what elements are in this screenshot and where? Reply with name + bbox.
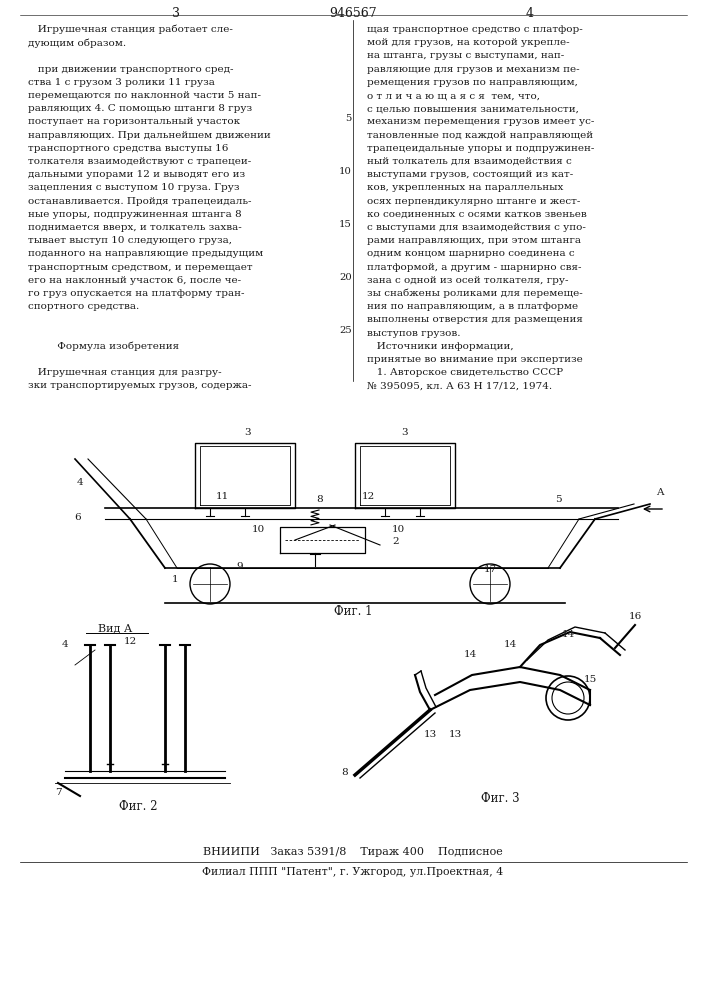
- Text: 10: 10: [339, 167, 352, 176]
- Text: ко соединенных с осями катков звеньев: ко соединенных с осями катков звеньев: [367, 210, 587, 219]
- Text: транспортным средством, и перемещает: транспортным средством, и перемещает: [28, 263, 252, 272]
- Text: осях перпендикулярно штанге и жест-: осях перпендикулярно штанге и жест-: [367, 197, 580, 206]
- Text: выполнены отверстия для размещения: выполнены отверстия для размещения: [367, 315, 583, 324]
- Text: 10: 10: [392, 525, 404, 534]
- Text: о т л и ч а ю щ а я с я  тем, что,: о т л и ч а ю щ а я с я тем, что,: [367, 91, 540, 100]
- Text: трапецеидальные упоры и подпружинен-: трапецеидальные упоры и подпружинен-: [367, 144, 595, 153]
- Text: дальными упорами 12 и выводят его из: дальными упорами 12 и выводят его из: [28, 170, 245, 179]
- Text: 1. Авторское свидетельство СССР: 1. Авторское свидетельство СССР: [367, 368, 563, 377]
- Text: A: A: [656, 488, 664, 497]
- Text: 14: 14: [503, 640, 517, 649]
- Text: с целью повышения занимательности,: с целью повышения занимательности,: [367, 104, 579, 113]
- Text: 7: 7: [54, 788, 62, 797]
- Text: Формула изобретения: Формула изобретения: [28, 342, 179, 351]
- Text: 13: 13: [448, 730, 462, 739]
- Text: направляющих. При дальнейшем движении: направляющих. При дальнейшем движении: [28, 131, 271, 140]
- Text: Игрушечная станция работает сле-: Игрушечная станция работает сле-: [28, 25, 233, 34]
- Text: зки транспортируемых грузов, содержа-: зки транспортируемых грузов, содержа-: [28, 381, 252, 390]
- Text: 9: 9: [237, 562, 243, 571]
- Text: 8: 8: [341, 768, 349, 777]
- Text: спортного средства.: спортного средства.: [28, 302, 139, 311]
- Text: равляющих 4. С помощью штанги 8 груз: равляющих 4. С помощью штанги 8 груз: [28, 104, 252, 113]
- Text: 17: 17: [484, 565, 496, 574]
- Text: 1: 1: [172, 575, 178, 584]
- Text: зы снабжены роликами для перемеще-: зы снабжены роликами для перемеще-: [367, 289, 583, 298]
- Text: 3: 3: [172, 7, 180, 20]
- Text: ства 1 с грузом 3 ролики 11 груза: ства 1 с грузом 3 ролики 11 груза: [28, 78, 215, 87]
- Text: поднимается вверх, и толкатель захва-: поднимается вверх, и толкатель захва-: [28, 223, 242, 232]
- Text: щая транспортное средство с платфор-: щая транспортное средство с платфор-: [367, 25, 583, 34]
- Text: при движении транспортного сред-: при движении транспортного сред-: [28, 65, 233, 74]
- Text: 16: 16: [629, 612, 642, 621]
- Text: Фиг. 1: Фиг. 1: [334, 605, 373, 618]
- Text: № 395095, кл. А 63 Н 17/12, 1974.: № 395095, кл. А 63 Н 17/12, 1974.: [367, 381, 552, 390]
- Text: 20: 20: [339, 273, 352, 282]
- Text: равляющие для грузов и механизм пе-: равляющие для грузов и механизм пе-: [367, 65, 580, 74]
- Text: тановленные под каждой направляющей: тановленные под каждой направляющей: [367, 131, 593, 140]
- Text: на штанга, грузы с выступами, нап-: на штанга, грузы с выступами, нап-: [367, 51, 564, 60]
- Text: Фиг. 2: Фиг. 2: [119, 800, 157, 813]
- Text: 11: 11: [216, 492, 228, 501]
- Text: одним концом шарнирно соединена с: одним концом шарнирно соединена с: [367, 249, 575, 258]
- Text: дующим образом.: дующим образом.: [28, 38, 126, 48]
- Text: ные упоры, подпружиненная штанга 8: ные упоры, подпружиненная штанга 8: [28, 210, 242, 219]
- Text: рами направляющих, при этом штанга: рами направляющих, при этом штанга: [367, 236, 581, 245]
- Text: поступает на горизонтальный участок: поступает на горизонтальный участок: [28, 117, 240, 126]
- Text: ный толкатель для взаимодействия с: ный толкатель для взаимодействия с: [367, 157, 572, 166]
- Text: зана с одной из осей толкателя, гру-: зана с одной из осей толкателя, гру-: [367, 276, 568, 285]
- Text: 10: 10: [252, 525, 264, 534]
- Text: го груз опускается на платформу тран-: го груз опускается на платформу тран-: [28, 289, 245, 298]
- Text: механизм перемещения грузов имеет ус-: механизм перемещения грузов имеет ус-: [367, 117, 595, 126]
- Text: ремещения грузов по направляющим,: ремещения грузов по направляющим,: [367, 78, 578, 87]
- Text: выступов грузов.: выступов грузов.: [367, 329, 460, 338]
- Text: 5: 5: [555, 495, 561, 504]
- Text: 12: 12: [361, 492, 375, 501]
- Text: ВНИИПИ   Заказ 5391/8    Тираж 400    Подписное: ВНИИПИ Заказ 5391/8 Тираж 400 Подписное: [203, 847, 503, 857]
- Text: Игрушечная станция для разгру-: Игрушечная станция для разгру-: [28, 368, 221, 377]
- Text: транспортного средства выступы 16: транспортного средства выступы 16: [28, 144, 228, 153]
- Text: ков, укрепленных на параллельных: ков, укрепленных на параллельных: [367, 183, 563, 192]
- Text: мой для грузов, на которой укрепле-: мой для грузов, на которой укрепле-: [367, 38, 570, 47]
- Text: платформой, а другим - шарнирно свя-: платформой, а другим - шарнирно свя-: [367, 263, 581, 272]
- Text: поданного на направляющие предыдущим: поданного на направляющие предыдущим: [28, 249, 263, 258]
- Text: Фиг. 3: Фиг. 3: [481, 792, 520, 805]
- Text: тывает выступ 10 следующего груза,: тывает выступ 10 следующего груза,: [28, 236, 232, 245]
- Text: 946567: 946567: [329, 7, 377, 20]
- Text: 5: 5: [346, 114, 352, 123]
- Text: 14: 14: [561, 630, 575, 639]
- Text: 15: 15: [339, 220, 352, 229]
- Text: 3: 3: [245, 428, 251, 437]
- Text: перемещаются по наклонной части 5 нап-: перемещаются по наклонной части 5 нап-: [28, 91, 261, 100]
- Text: 4: 4: [76, 478, 83, 487]
- Text: 25: 25: [339, 326, 352, 335]
- Text: 8: 8: [317, 495, 323, 504]
- Text: толкателя взаимодействуют с трапецеи-: толкателя взаимодействуют с трапецеи-: [28, 157, 251, 166]
- Text: 14: 14: [463, 650, 477, 659]
- Text: с выступами для взаимодействия с упо-: с выступами для взаимодействия с упо-: [367, 223, 586, 232]
- Text: останавливается. Пройдя трапецеидаль-: останавливается. Пройдя трапецеидаль-: [28, 197, 252, 206]
- Text: Источники информации,: Источники информации,: [367, 342, 513, 351]
- Text: ния по направляющим, а в платформе: ния по направляющим, а в платформе: [367, 302, 578, 311]
- Text: его на наклонный участок 6, после че-: его на наклонный участок 6, после че-: [28, 276, 241, 285]
- Text: Вид А: Вид А: [98, 623, 132, 633]
- Text: 3: 3: [402, 428, 409, 437]
- Text: принятые во внимание при экспертизе: принятые во внимание при экспертизе: [367, 355, 583, 364]
- Text: выступами грузов, состоящий из кат-: выступами грузов, состоящий из кат-: [367, 170, 573, 179]
- Text: 13: 13: [423, 730, 437, 739]
- Text: зацепления с выступом 10 груза. Груз: зацепления с выступом 10 груза. Груз: [28, 183, 240, 192]
- Text: 15: 15: [583, 675, 597, 684]
- Text: Филиал ППП "Патент", г. Ужгород, ул.Проектная, 4: Филиал ППП "Патент", г. Ужгород, ул.Прое…: [202, 867, 503, 877]
- Text: 4: 4: [526, 7, 534, 20]
- Text: 12: 12: [124, 637, 136, 646]
- Text: 6: 6: [75, 513, 81, 522]
- Text: 2: 2: [392, 537, 399, 546]
- Text: 4: 4: [62, 640, 69, 649]
